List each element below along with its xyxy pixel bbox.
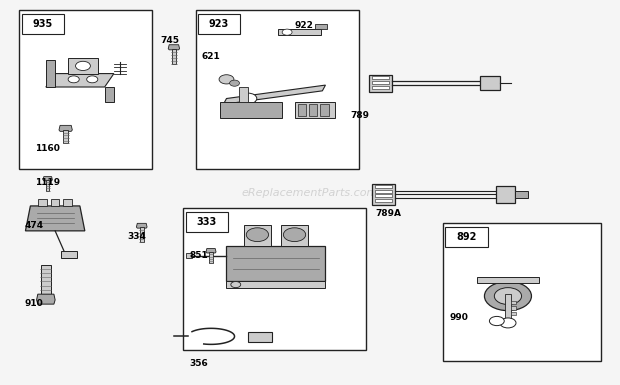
Text: 474: 474	[24, 221, 43, 229]
Text: 892: 892	[456, 232, 477, 242]
Bar	[281, 225, 308, 246]
Polygon shape	[105, 87, 114, 102]
Bar	[375, 194, 392, 198]
Bar	[480, 76, 500, 90]
Polygon shape	[206, 248, 216, 253]
Circle shape	[76, 61, 91, 70]
Polygon shape	[168, 45, 180, 50]
Text: 789A: 789A	[375, 209, 401, 218]
Text: 356: 356	[189, 359, 208, 368]
Circle shape	[219, 75, 234, 84]
Bar	[46, 180, 50, 191]
Bar	[239, 87, 248, 102]
Text: 334: 334	[128, 232, 146, 241]
Bar	[51, 199, 60, 206]
Circle shape	[87, 76, 98, 83]
Bar	[140, 227, 144, 243]
Circle shape	[239, 93, 257, 104]
Bar	[226, 246, 326, 281]
Bar	[505, 294, 511, 319]
Bar	[226, 281, 326, 288]
Bar	[183, 208, 366, 350]
Circle shape	[246, 228, 268, 242]
Bar	[372, 81, 389, 84]
Polygon shape	[25, 206, 85, 231]
Bar	[172, 49, 176, 64]
Polygon shape	[46, 74, 114, 87]
Bar	[186, 253, 192, 258]
Text: 922: 922	[294, 21, 313, 30]
Circle shape	[494, 288, 521, 305]
Bar	[198, 14, 240, 34]
Bar	[372, 184, 396, 205]
Text: 1119: 1119	[35, 178, 60, 187]
Text: 990: 990	[449, 313, 468, 322]
Polygon shape	[46, 60, 55, 87]
Circle shape	[484, 281, 531, 311]
Bar	[294, 102, 335, 118]
Bar	[244, 225, 271, 246]
Bar	[511, 312, 516, 315]
Polygon shape	[220, 102, 282, 118]
Bar	[511, 306, 516, 310]
Bar	[446, 227, 487, 247]
Bar	[309, 104, 317, 116]
Circle shape	[229, 80, 239, 86]
Bar	[63, 130, 68, 143]
Bar	[511, 301, 516, 304]
Bar	[375, 199, 392, 202]
Bar	[372, 86, 389, 89]
Bar	[248, 332, 272, 343]
Circle shape	[282, 29, 292, 35]
Text: 333: 333	[197, 217, 217, 227]
Polygon shape	[68, 58, 99, 74]
Bar	[41, 265, 51, 294]
Text: 935: 935	[33, 19, 53, 29]
Bar	[375, 190, 392, 193]
Bar	[22, 14, 64, 34]
Bar	[477, 276, 539, 283]
Text: 789: 789	[350, 111, 369, 120]
Circle shape	[68, 76, 79, 83]
Bar	[515, 191, 528, 198]
Bar	[195, 10, 360, 169]
Polygon shape	[223, 85, 326, 104]
Circle shape	[283, 228, 306, 242]
Text: 621: 621	[202, 52, 221, 61]
Bar	[298, 104, 306, 116]
Text: 851: 851	[189, 251, 208, 260]
Text: eReplacementParts.com: eReplacementParts.com	[242, 187, 378, 198]
Polygon shape	[37, 294, 55, 304]
Bar	[38, 199, 47, 206]
Bar	[369, 75, 392, 92]
Bar	[185, 212, 228, 232]
Bar	[443, 223, 601, 361]
Polygon shape	[59, 126, 73, 131]
Bar	[63, 199, 72, 206]
Polygon shape	[136, 223, 147, 228]
Bar	[320, 104, 329, 116]
Polygon shape	[315, 24, 327, 29]
Bar	[19, 10, 153, 169]
Polygon shape	[278, 29, 321, 35]
Bar	[61, 251, 77, 258]
Circle shape	[500, 318, 516, 328]
Circle shape	[489, 316, 504, 326]
Bar	[375, 185, 392, 188]
Polygon shape	[43, 177, 52, 181]
Text: 1160: 1160	[35, 144, 60, 153]
Text: 910: 910	[24, 299, 43, 308]
Bar	[495, 186, 515, 203]
Bar	[209, 252, 213, 263]
Text: 923: 923	[209, 19, 229, 29]
Bar	[372, 76, 389, 79]
Circle shape	[231, 281, 241, 288]
Text: 745: 745	[161, 37, 179, 45]
